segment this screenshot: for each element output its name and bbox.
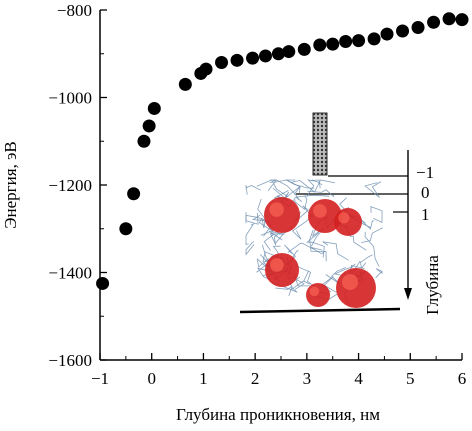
polymer-chain [295,260,315,287]
data-point [215,56,229,69]
data-point [119,222,133,236]
polymer-chain [360,254,373,270]
nanoparticle-highlight [338,212,350,224]
data-point [396,24,410,38]
polymer-chain [260,231,285,246]
depth-mark-minus1: −1 [416,163,434,182]
substrate-line [239,307,401,314]
data-point [199,62,213,76]
nanoparticle [265,253,299,287]
data-point [230,53,244,67]
polymer-chain [364,231,380,267]
polymer-chain [294,195,308,210]
data-point [380,27,394,41]
polymer-chain [370,206,383,224]
data-point [455,13,469,27]
data-point [411,21,425,34]
polymer-chain [245,184,261,195]
nanoparticles [264,197,376,308]
polymer-chain [306,232,325,258]
polymer-chain [263,230,283,251]
data-point [147,101,161,115]
nanoparticle-highlight [342,274,358,290]
polymer-chain [361,227,383,243]
x-tick-label: 4 [354,369,363,388]
polymer-chain [310,247,326,255]
data-point [137,134,151,148]
y-tick-label: −800 [57,1,92,20]
polymer-chain [245,222,255,246]
inset-schematic: −1 0 1 Глубина [239,112,442,315]
polymer-chain [309,229,327,262]
data-point [178,77,192,91]
polymer-chain [287,242,314,253]
depth-arrow-label: Глубина [423,255,442,315]
data-point [427,15,441,29]
y-tick-label: −1400 [48,264,92,283]
x-tick-label: 1 [199,369,208,388]
data-point [271,47,285,61]
polymer-chain [322,241,349,261]
x-ticks: −1 0 1 2 3 4 5 6 [91,353,466,388]
data-point [313,38,327,52]
depth-arrow-head [404,288,412,300]
y-tick-label: −1200 [48,176,92,195]
polymer-chain [325,267,346,285]
data-point [258,49,272,63]
polymer-chain [269,179,301,195]
x-axis-title: Глубина проникновения, нм [176,405,380,424]
data-point [352,34,366,48]
polymer-chain [262,251,277,263]
x-tick-label: 6 [458,369,467,388]
polymer-chain [291,179,336,193]
nanoparticle [264,197,300,233]
polymer-chain [270,179,300,201]
data-point [282,45,296,59]
polymer-chain [307,189,334,198]
data-point [339,35,353,48]
x-tick-label: 0 [147,369,156,388]
data-point [246,51,260,65]
nanoparticle [334,208,362,236]
data-point [142,119,156,133]
y-tick-label: −1600 [48,351,92,370]
polymer-chain [272,187,289,200]
nanoparticle-highlight [309,286,320,297]
depth-mark-0: 0 [421,183,430,202]
x-tick-label: 3 [303,369,312,388]
polymer-chain [245,214,270,224]
x-tick-label: 2 [251,369,260,388]
nanoparticle-highlight [270,258,284,272]
data-point [442,12,456,26]
nanoparticle-highlight [313,204,327,218]
indenter-tip [312,112,328,176]
data-point [297,42,311,56]
x-tick-label: −1 [91,369,109,388]
polymer-chain [245,241,255,256]
data-point [127,187,141,201]
nanoparticle-highlight [269,202,284,217]
nanoparticle [336,268,376,308]
data-point [367,32,381,46]
y-tick-label: −1000 [48,89,92,108]
data-point [96,276,110,290]
data-point [326,37,340,51]
polymer-chain [290,270,311,291]
polymer-chain [364,181,382,198]
polymer-chain [375,268,383,279]
data-points [96,12,469,290]
y-axis-title: Энергия, эВ [1,141,20,228]
x-tick-label: 5 [406,369,415,388]
nanoparticle [306,283,330,307]
y-ticks: −1600 −1400 −1200 −1000 −800 [48,1,107,370]
depth-mark-1: 1 [421,205,430,224]
polymer-chain [245,212,259,225]
polymer-chain [294,195,330,203]
polymer-chain [267,179,289,198]
